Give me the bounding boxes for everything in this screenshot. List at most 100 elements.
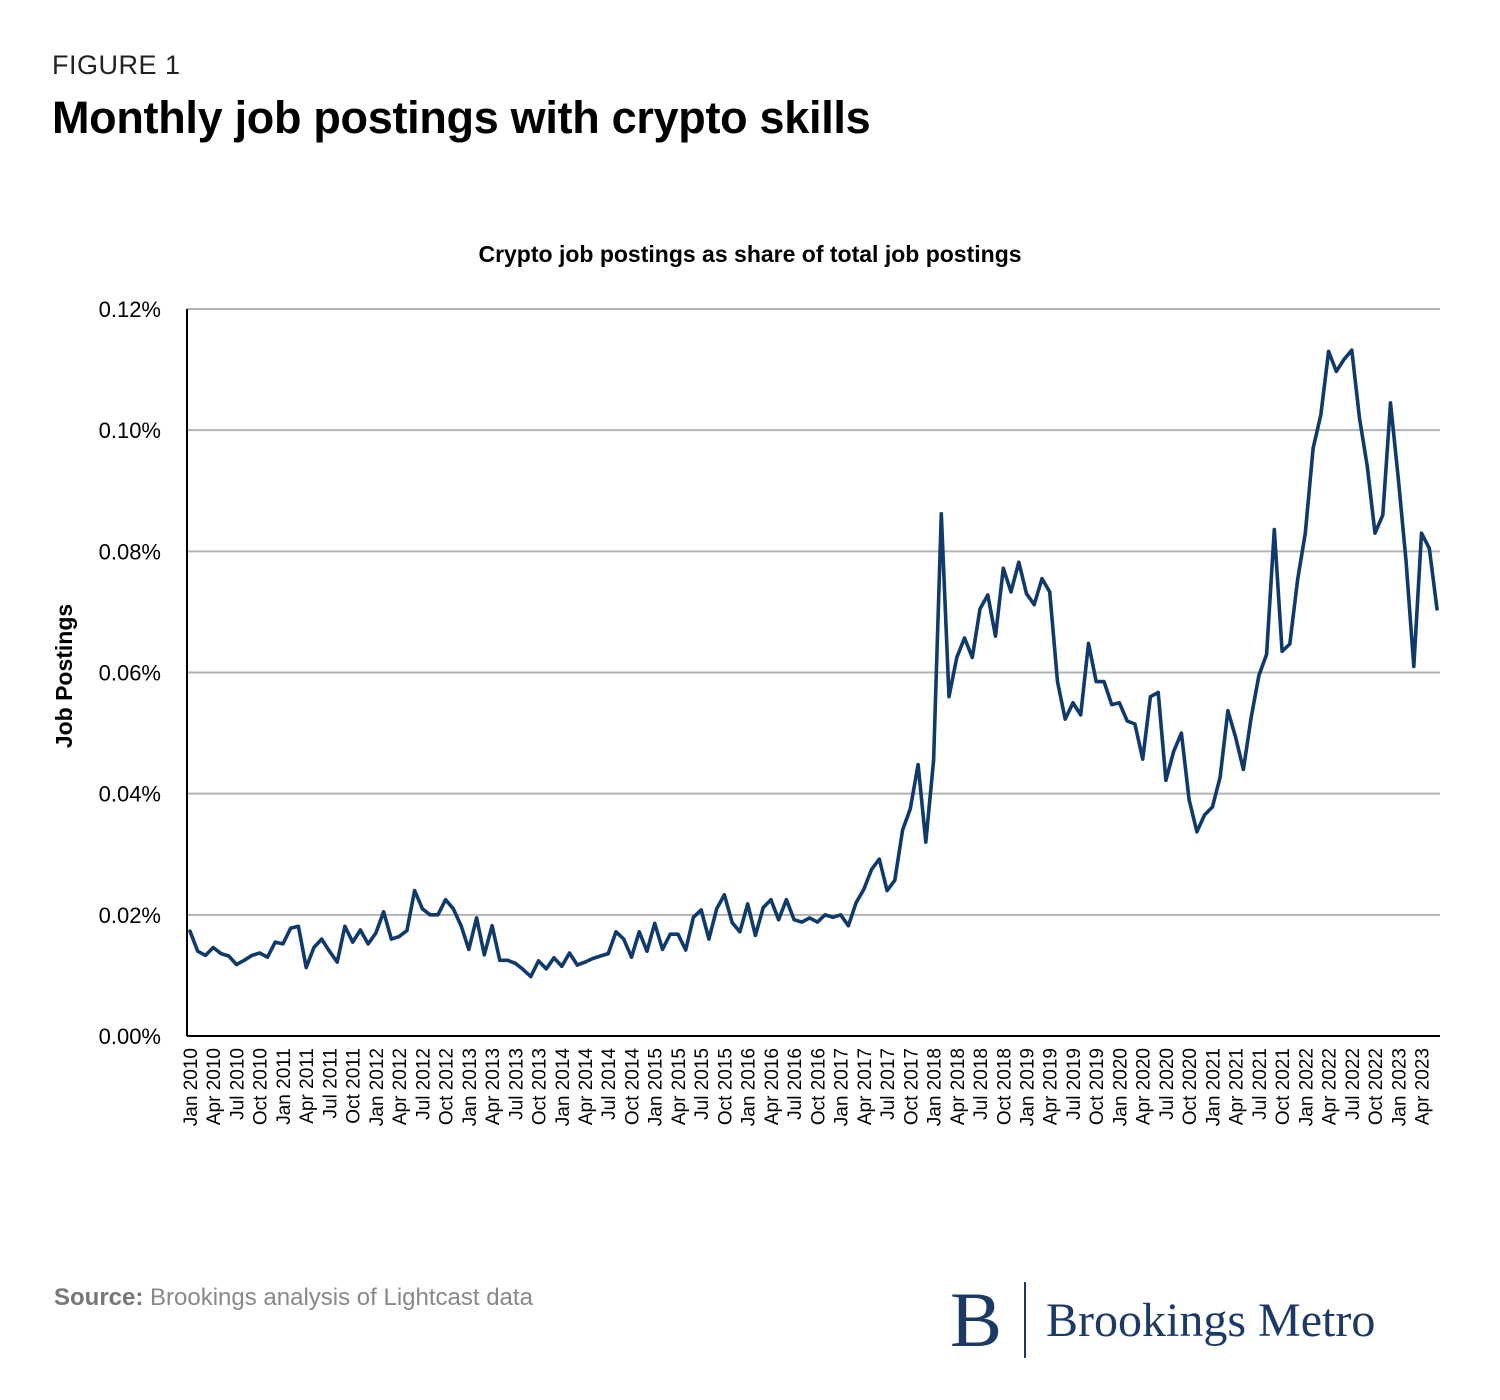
x-tick-label: Apr 2019 xyxy=(1041,1048,1062,1125)
data-point xyxy=(1094,679,1098,684)
data-point xyxy=(397,935,401,939)
x-tick-label: Apr 2012 xyxy=(390,1048,411,1125)
x-tick-label: Oct 2019 xyxy=(1087,1048,1108,1125)
data-point xyxy=(753,933,758,938)
x-tick-label: Jul 2016 xyxy=(785,1048,806,1120)
data-point xyxy=(591,956,595,961)
data-point xyxy=(691,915,696,919)
data-point xyxy=(1249,716,1253,720)
x-tick-label: Jul 2018 xyxy=(971,1048,992,1120)
data-point xyxy=(1388,401,1393,405)
data-point xyxy=(196,949,200,953)
x-tick-label: Jan 2013 xyxy=(460,1048,481,1126)
data-point xyxy=(986,593,990,597)
y-tick-label: 0.02% xyxy=(99,903,161,928)
data-point xyxy=(1040,576,1044,581)
x-tick-label: Oct 2016 xyxy=(808,1048,829,1125)
data-point xyxy=(916,762,920,767)
data-point xyxy=(482,953,486,957)
x-tick-label: Oct 2021 xyxy=(1273,1048,1294,1125)
data-point xyxy=(962,636,967,640)
data-point xyxy=(1017,560,1021,564)
data-point xyxy=(1009,590,1013,594)
data-point xyxy=(660,947,665,951)
x-tick-label: Apr 2017 xyxy=(855,1048,876,1125)
data-point xyxy=(552,956,556,960)
data-point xyxy=(893,878,897,882)
data-point xyxy=(1179,731,1184,735)
data-point xyxy=(1203,813,1207,817)
data-point xyxy=(908,807,912,811)
data-point xyxy=(428,913,432,917)
data-point xyxy=(1342,357,1346,361)
data-point xyxy=(250,953,254,958)
data-point xyxy=(1272,527,1276,532)
data-point xyxy=(1334,369,1338,374)
logo-text: Brookings Metro xyxy=(1046,1293,1376,1347)
data-point xyxy=(343,924,347,928)
data-point xyxy=(839,913,843,917)
x-tick-label: Jul 2022 xyxy=(1343,1048,1364,1120)
brookings-logo: B Brookings Metro xyxy=(950,1278,1375,1362)
data-point xyxy=(1435,607,1439,611)
data-point xyxy=(273,940,277,944)
data-point xyxy=(606,952,610,956)
data-point xyxy=(1063,717,1067,721)
data-point xyxy=(622,937,626,941)
data-point xyxy=(1365,464,1369,469)
grid-lines xyxy=(187,308,1440,916)
data-point xyxy=(211,945,215,950)
data-point xyxy=(413,889,417,893)
data-point xyxy=(645,949,649,953)
data-point xyxy=(1117,701,1122,705)
x-tick-label: Jan 2022 xyxy=(1296,1048,1317,1126)
x-tick-label: Oct 2011 xyxy=(344,1048,365,1124)
data-point xyxy=(451,907,455,911)
x-tick-label: Jul 2014 xyxy=(599,1048,620,1120)
x-tick-label: Jul 2011 xyxy=(320,1048,341,1118)
x-tick-label: Jan 2010 xyxy=(181,1048,202,1126)
x-tick-label: Oct 2017 xyxy=(901,1048,922,1125)
x-tick-label: Jan 2017 xyxy=(832,1048,853,1126)
data-point xyxy=(777,918,781,922)
x-tick-label: Jan 2021 xyxy=(1203,1048,1224,1126)
data-point xyxy=(327,949,332,953)
data-point xyxy=(1210,805,1214,809)
x-tick-label: Apr 2018 xyxy=(948,1048,969,1125)
data-point xyxy=(769,898,773,902)
data-point xyxy=(320,937,324,941)
data-point xyxy=(443,898,448,902)
x-tick-label: Jul 2012 xyxy=(413,1048,434,1120)
data-point xyxy=(1187,798,1191,802)
x-tick-label: Jan 2019 xyxy=(1017,1048,1038,1126)
data-point xyxy=(544,967,548,971)
data-point xyxy=(1319,413,1323,417)
data-point xyxy=(490,924,494,928)
chart-title: Crypto job postings as share of total jo… xyxy=(478,241,1021,267)
data-point xyxy=(405,928,409,933)
x-tick-label: Oct 2014 xyxy=(622,1048,643,1126)
data-point xyxy=(1280,649,1284,653)
data-point xyxy=(629,955,634,959)
data-point xyxy=(761,905,765,910)
data-point xyxy=(374,931,378,935)
data-point xyxy=(1048,590,1052,594)
y-tick-label: 0.12% xyxy=(99,297,161,322)
data-point xyxy=(382,910,386,914)
data-point xyxy=(1288,642,1292,646)
data-point xyxy=(1086,641,1091,646)
x-tick-label: Oct 2022 xyxy=(1366,1048,1387,1125)
data-point xyxy=(924,840,928,844)
data-point xyxy=(1172,749,1176,753)
data-point xyxy=(1303,531,1307,535)
data-point xyxy=(668,932,672,936)
data-point xyxy=(1295,578,1300,582)
data-point xyxy=(389,937,393,941)
y-tick-label: 0.08% xyxy=(99,539,161,564)
data-point xyxy=(351,940,355,944)
data-point xyxy=(312,945,316,950)
data-point xyxy=(227,954,231,958)
data-point xyxy=(885,889,889,893)
x-tick-label: Oct 2015 xyxy=(715,1048,736,1125)
data-point xyxy=(900,828,905,832)
